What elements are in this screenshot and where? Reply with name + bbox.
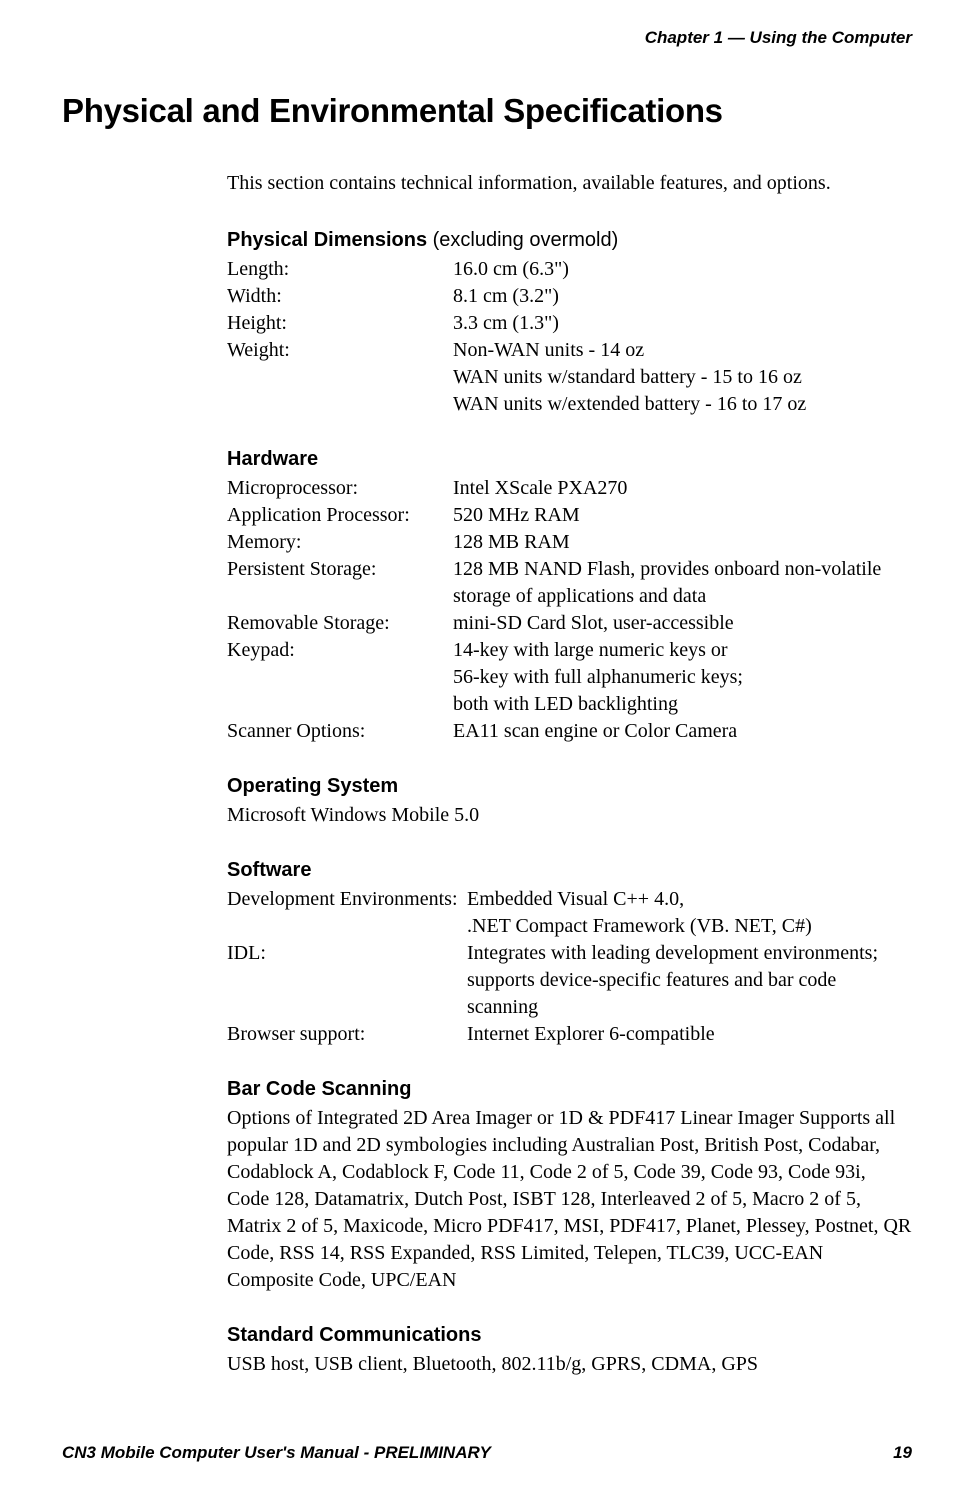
spec-label: Width: [227,283,453,310]
section-title-physical: Physical Dimensions (excluding overmold) [227,227,912,254]
spec-row: Scanner Options:EA11 scan engine or Colo… [227,718,912,745]
spec-row: Development Environments:Embedded Visual… [227,886,912,940]
os-body: Microsoft Windows Mobile 5.0 [227,802,912,829]
spec-row: Width:8.1 cm (3.2") [227,283,806,310]
spec-label: Persistent Storage: [227,556,453,610]
spec-label: Development Environments: [227,886,467,940]
spec-row: Microprocessor:Intel XScale PXA270 [227,475,912,502]
spec-value: Internet Explorer 6-compatible [467,1021,912,1048]
spec-label: Browser support: [227,1021,467,1048]
spec-value: 128 MB NAND Flash, provides onboard non-… [453,556,912,610]
spec-label: Length: [227,256,453,283]
spec-label: Scanner Options: [227,718,453,745]
spec-label: Microprocessor: [227,475,453,502]
spec-row: Height:3.3 cm (1.3") [227,310,806,337]
section-title-bold: Physical Dimensions [227,229,427,251]
spec-label: IDL: [227,940,467,1021]
spec-table-software: Development Environments:Embedded Visual… [227,886,912,1048]
spec-value: 3.3 cm (1.3") [453,310,806,337]
spec-label: Application Processor: [227,502,453,529]
spec-label: Weight: [227,337,453,418]
spec-label: Height: [227,310,453,337]
spec-table-physical: Length:16.0 cm (6.3")Width:8.1 cm (3.2")… [227,256,806,418]
spec-value: Embedded Visual C++ 4.0, .NET Compact Fr… [467,886,912,940]
page-title: Physical and Environmental Specification… [62,92,912,130]
spec-value: 8.1 cm (3.2") [453,283,806,310]
spec-row: Weight:Non-WAN units - 14 oz WAN units w… [227,337,806,418]
section-title-software: Software [227,857,912,884]
spec-row: Keypad:14-key with large numeric keys or… [227,637,912,718]
footer-page-number: 19 [893,1443,912,1463]
section-title-os: Operating System [227,773,912,800]
footer-left: CN3 Mobile Computer User's Manual - PREL… [62,1443,491,1463]
comms-body: USB host, USB client, Bluetooth, 802.11b… [227,1351,912,1378]
spec-label: Removable Storage: [227,610,453,637]
section-title-barcode: Bar Code Scanning [227,1076,912,1103]
section-title-hardware: Hardware [227,446,912,473]
spec-value: EA11 scan engine or Color Camera [453,718,912,745]
spec-label: Keypad: [227,637,453,718]
barcode-body: Options of Integrated 2D Area Imager or … [227,1105,912,1294]
spec-row: Length:16.0 cm (6.3") [227,256,806,283]
spec-value: mini-SD Card Slot, user-accessible [453,610,912,637]
spec-value: Non-WAN units - 14 oz WAN units w/standa… [453,337,806,418]
spec-row: Application Processor:520 MHz RAM [227,502,912,529]
spec-value: Intel XScale PXA270 [453,475,912,502]
spec-value: 14-key with large numeric keys or 56-key… [453,637,912,718]
spec-row: Browser support:Internet Explorer 6-comp… [227,1021,912,1048]
spec-value: 520 MHz RAM [453,502,912,529]
section-title-light: (excluding overmold) [427,229,618,251]
spec-row: Memory:128 MB RAM [227,529,912,556]
spec-label: Memory: [227,529,453,556]
spec-value: 16.0 cm (6.3") [453,256,806,283]
spec-row: Removable Storage:mini-SD Card Slot, use… [227,610,912,637]
spec-row: IDL:Integrates with leading development … [227,940,912,1021]
intro-text: This section contains technical informat… [227,170,912,197]
running-head: Chapter 1 — Using the Computer [62,28,912,48]
section-title-comms: Standard Communications [227,1322,912,1349]
spec-table-hardware: Microprocessor:Intel XScale PXA270Applic… [227,475,912,745]
spec-row: Persistent Storage:128 MB NAND Flash, pr… [227,556,912,610]
spec-value: Integrates with leading development envi… [467,940,912,1021]
spec-value: 128 MB RAM [453,529,912,556]
